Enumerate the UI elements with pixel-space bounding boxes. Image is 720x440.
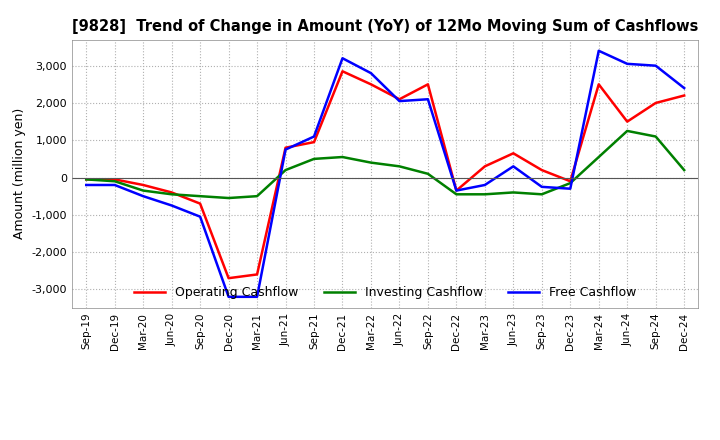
Investing Cashflow	[395, 164, 404, 169]
Investing Cashflow	[452, 192, 461, 197]
Free Cashflow	[566, 186, 575, 191]
Operating Cashflow	[366, 82, 375, 87]
Investing Cashflow	[423, 171, 432, 176]
Y-axis label: Amount (million yen): Amount (million yen)	[13, 108, 26, 239]
Free Cashflow	[310, 134, 318, 139]
Operating Cashflow	[253, 272, 261, 277]
Operating Cashflow	[167, 190, 176, 195]
Operating Cashflow	[225, 275, 233, 281]
Free Cashflow	[680, 85, 688, 91]
Operating Cashflow	[537, 168, 546, 173]
Operating Cashflow	[680, 93, 688, 98]
Investing Cashflow	[310, 156, 318, 161]
Operating Cashflow	[595, 82, 603, 87]
Operating Cashflow	[310, 139, 318, 145]
Title: [9828]  Trend of Change in Amount (YoY) of 12Mo Moving Sum of Cashflows: [9828] Trend of Change in Amount (YoY) o…	[72, 19, 698, 34]
Investing Cashflow	[110, 179, 119, 184]
Free Cashflow	[652, 63, 660, 68]
Operating Cashflow	[652, 100, 660, 106]
Investing Cashflow	[82, 177, 91, 182]
Investing Cashflow	[509, 190, 518, 195]
Line: Operating Cashflow: Operating Cashflow	[86, 71, 684, 278]
Free Cashflow	[139, 194, 148, 199]
Free Cashflow	[253, 294, 261, 300]
Free Cashflow	[110, 182, 119, 187]
Free Cashflow	[167, 203, 176, 208]
Operating Cashflow	[509, 150, 518, 156]
Investing Cashflow	[225, 195, 233, 201]
Free Cashflow	[537, 184, 546, 190]
Operating Cashflow	[196, 201, 204, 206]
Operating Cashflow	[110, 177, 119, 182]
Free Cashflow	[225, 294, 233, 300]
Investing Cashflow	[537, 192, 546, 197]
Investing Cashflow	[480, 192, 489, 197]
Free Cashflow	[423, 97, 432, 102]
Free Cashflow	[480, 182, 489, 187]
Line: Free Cashflow: Free Cashflow	[86, 51, 684, 297]
Free Cashflow	[196, 214, 204, 219]
Investing Cashflow	[196, 194, 204, 199]
Free Cashflow	[452, 188, 461, 193]
Operating Cashflow	[282, 145, 290, 150]
Operating Cashflow	[623, 119, 631, 124]
Investing Cashflow	[366, 160, 375, 165]
Investing Cashflow	[652, 134, 660, 139]
Investing Cashflow	[623, 128, 631, 134]
Operating Cashflow	[423, 82, 432, 87]
Investing Cashflow	[680, 168, 688, 173]
Free Cashflow	[595, 48, 603, 53]
Operating Cashflow	[338, 69, 347, 74]
Free Cashflow	[509, 164, 518, 169]
Operating Cashflow	[480, 164, 489, 169]
Free Cashflow	[395, 99, 404, 104]
Investing Cashflow	[338, 154, 347, 160]
Free Cashflow	[82, 182, 91, 187]
Investing Cashflow	[595, 154, 603, 160]
Legend: Operating Cashflow, Investing Cashflow, Free Cashflow: Operating Cashflow, Investing Cashflow, …	[129, 282, 642, 304]
Free Cashflow	[282, 147, 290, 152]
Operating Cashflow	[82, 177, 91, 182]
Free Cashflow	[366, 70, 375, 76]
Free Cashflow	[338, 55, 347, 61]
Operating Cashflow	[139, 182, 148, 187]
Investing Cashflow	[282, 168, 290, 173]
Investing Cashflow	[253, 194, 261, 199]
Operating Cashflow	[395, 97, 404, 102]
Operating Cashflow	[566, 179, 575, 184]
Free Cashflow	[623, 61, 631, 66]
Operating Cashflow	[452, 188, 461, 193]
Investing Cashflow	[566, 180, 575, 186]
Investing Cashflow	[167, 192, 176, 197]
Investing Cashflow	[139, 188, 148, 193]
Line: Investing Cashflow: Investing Cashflow	[86, 131, 684, 198]
